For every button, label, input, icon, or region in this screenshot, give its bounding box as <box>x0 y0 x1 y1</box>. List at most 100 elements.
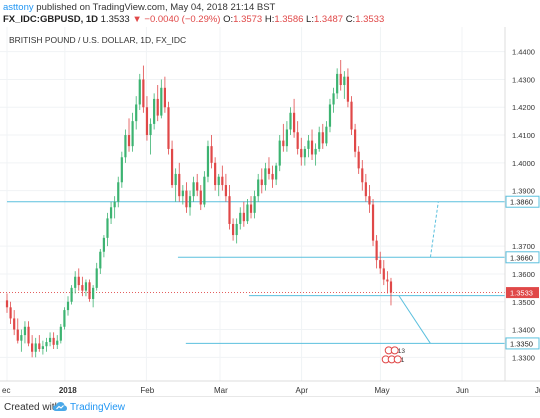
down-arrow-icon: ▼ <box>132 14 142 25</box>
chart-header: asttony published on TradingView.com, Ma… <box>0 0 540 27</box>
candle-body <box>242 212 245 222</box>
candle-body <box>235 223 238 236</box>
time-axis[interactable]: ec 2018 Feb Mar Apr May Jun Jul <box>2 386 540 395</box>
event-badges[interactable]: 213681 <box>381 346 406 364</box>
chart-title: BRITISH POUND / U.S. DOLLAR, 1D, FX_IDC <box>9 35 186 45</box>
event-badge[interactable] <box>390 346 399 355</box>
candle-body <box>350 101 353 130</box>
candle-body <box>357 151 360 169</box>
price-tick-label: 1.3300 <box>512 353 535 362</box>
candle-body <box>275 165 278 180</box>
price-tick-label: 1.3400 <box>512 326 535 335</box>
price-tick-label: 1.4000 <box>512 159 535 168</box>
symbol-label: FX_IDC:GBPUSD, 1D <box>3 14 99 25</box>
candle-body <box>185 190 188 208</box>
candle-body <box>160 87 163 116</box>
candle-body <box>174 173 177 186</box>
candle-body <box>224 185 228 197</box>
time-tick-label: Feb <box>140 386 154 395</box>
candle-body <box>16 329 19 341</box>
candle-body <box>45 342 48 347</box>
candle-body <box>343 76 346 86</box>
candle-body <box>31 343 34 352</box>
candle-body <box>167 107 170 149</box>
candle-body <box>371 204 375 241</box>
candle-body <box>257 179 260 197</box>
level-price-tag[interactable] <box>505 337 540 350</box>
candle-body <box>203 176 206 205</box>
tradingview-link[interactable]: TradingView <box>70 402 126 413</box>
candle-body <box>188 196 192 208</box>
candle-body <box>271 173 274 180</box>
level-price-label: 1.3660 <box>510 253 533 262</box>
candle-body <box>156 98 159 116</box>
candle-body <box>375 240 378 261</box>
created-with-text: Created with <box>4 402 61 413</box>
candle-body <box>59 326 62 341</box>
candle-body <box>214 162 217 186</box>
candle-body <box>292 112 296 133</box>
candle-body <box>38 343 41 349</box>
candle-body <box>163 87 166 108</box>
candle-body <box>142 79 145 108</box>
candle-body <box>199 190 202 205</box>
candle-body <box>48 337 52 343</box>
candle-body <box>74 276 77 288</box>
time-tick-label: Apr <box>296 386 309 395</box>
candle-body <box>300 148 303 158</box>
high-value: 1.3586 <box>274 14 304 25</box>
high-label: H: <box>264 14 275 25</box>
close-label: C: <box>345 14 356 25</box>
publisher-link[interactable]: asttony <box>3 2 34 13</box>
last-price: 1.3533 <box>100 14 130 25</box>
candle-body <box>52 337 55 345</box>
candle-body <box>210 146 213 163</box>
price-axis[interactable]: 1.4400 1.4300 1.4200 1.4100 1.4000 1.3900 1.37… <box>505 48 540 363</box>
candle-body <box>192 182 195 197</box>
candle-body <box>92 287 95 299</box>
candle-body <box>314 148 317 155</box>
price-tick-label: 1.3700 <box>512 242 535 251</box>
candle-body <box>27 326 30 344</box>
candle-body <box>303 148 306 158</box>
current-price-tag[interactable] <box>506 287 539 299</box>
candle-body <box>5 300 9 308</box>
level-price-tag[interactable] <box>505 251 540 264</box>
price-chart[interactable]: 213681 BRITISH POUND / U.S. DOLLAR, 1D, … <box>0 27 540 396</box>
open-label: O: <box>223 14 234 25</box>
candle-body <box>77 276 80 286</box>
price-tick-label: 1.4300 <box>512 75 535 84</box>
candle-body <box>328 104 332 127</box>
low-value: 1.3487 <box>313 14 344 25</box>
level-price-tag[interactable] <box>505 195 540 208</box>
close-value: 1.3533 <box>355 14 385 25</box>
candle-body <box>88 282 91 299</box>
tradingview-cloud-icon[interactable] <box>53 401 67 413</box>
candle-body <box>260 179 263 186</box>
event-badge[interactable] <box>393 355 402 364</box>
candle-body <box>70 287 73 302</box>
candle-body <box>310 140 314 155</box>
candle-body <box>9 307 12 319</box>
candle-body <box>267 168 271 174</box>
candle-body <box>228 196 231 224</box>
candle-body <box>102 237 105 252</box>
candle-body <box>113 201 116 208</box>
candle-body <box>23 326 27 336</box>
low-label: L: <box>306 14 314 25</box>
candle-body <box>289 112 292 130</box>
candle-body <box>264 168 267 186</box>
projection-dashed-line[interactable] <box>429 201 439 258</box>
candle-body <box>332 93 335 105</box>
candle-body <box>66 301 70 311</box>
projection-line[interactable] <box>398 295 431 344</box>
published-text: published on TradingView.com, May 04, 20… <box>36 2 276 13</box>
candle-body <box>84 282 88 291</box>
candle-body <box>325 126 328 144</box>
footer: Created with TradingView <box>0 396 540 418</box>
ohlc-legend: FX_IDC:GBPUSD, 1D 1.3533 ▼ −0.0040 (−0.2… <box>3 14 384 25</box>
chart-area[interactable]: 213681 BRITISH POUND / U.S. DOLLAR, 1D, … <box>0 27 540 396</box>
projection-drawings <box>398 201 439 344</box>
candle-body <box>389 281 393 293</box>
event-badge-label: 13 <box>398 348 406 355</box>
